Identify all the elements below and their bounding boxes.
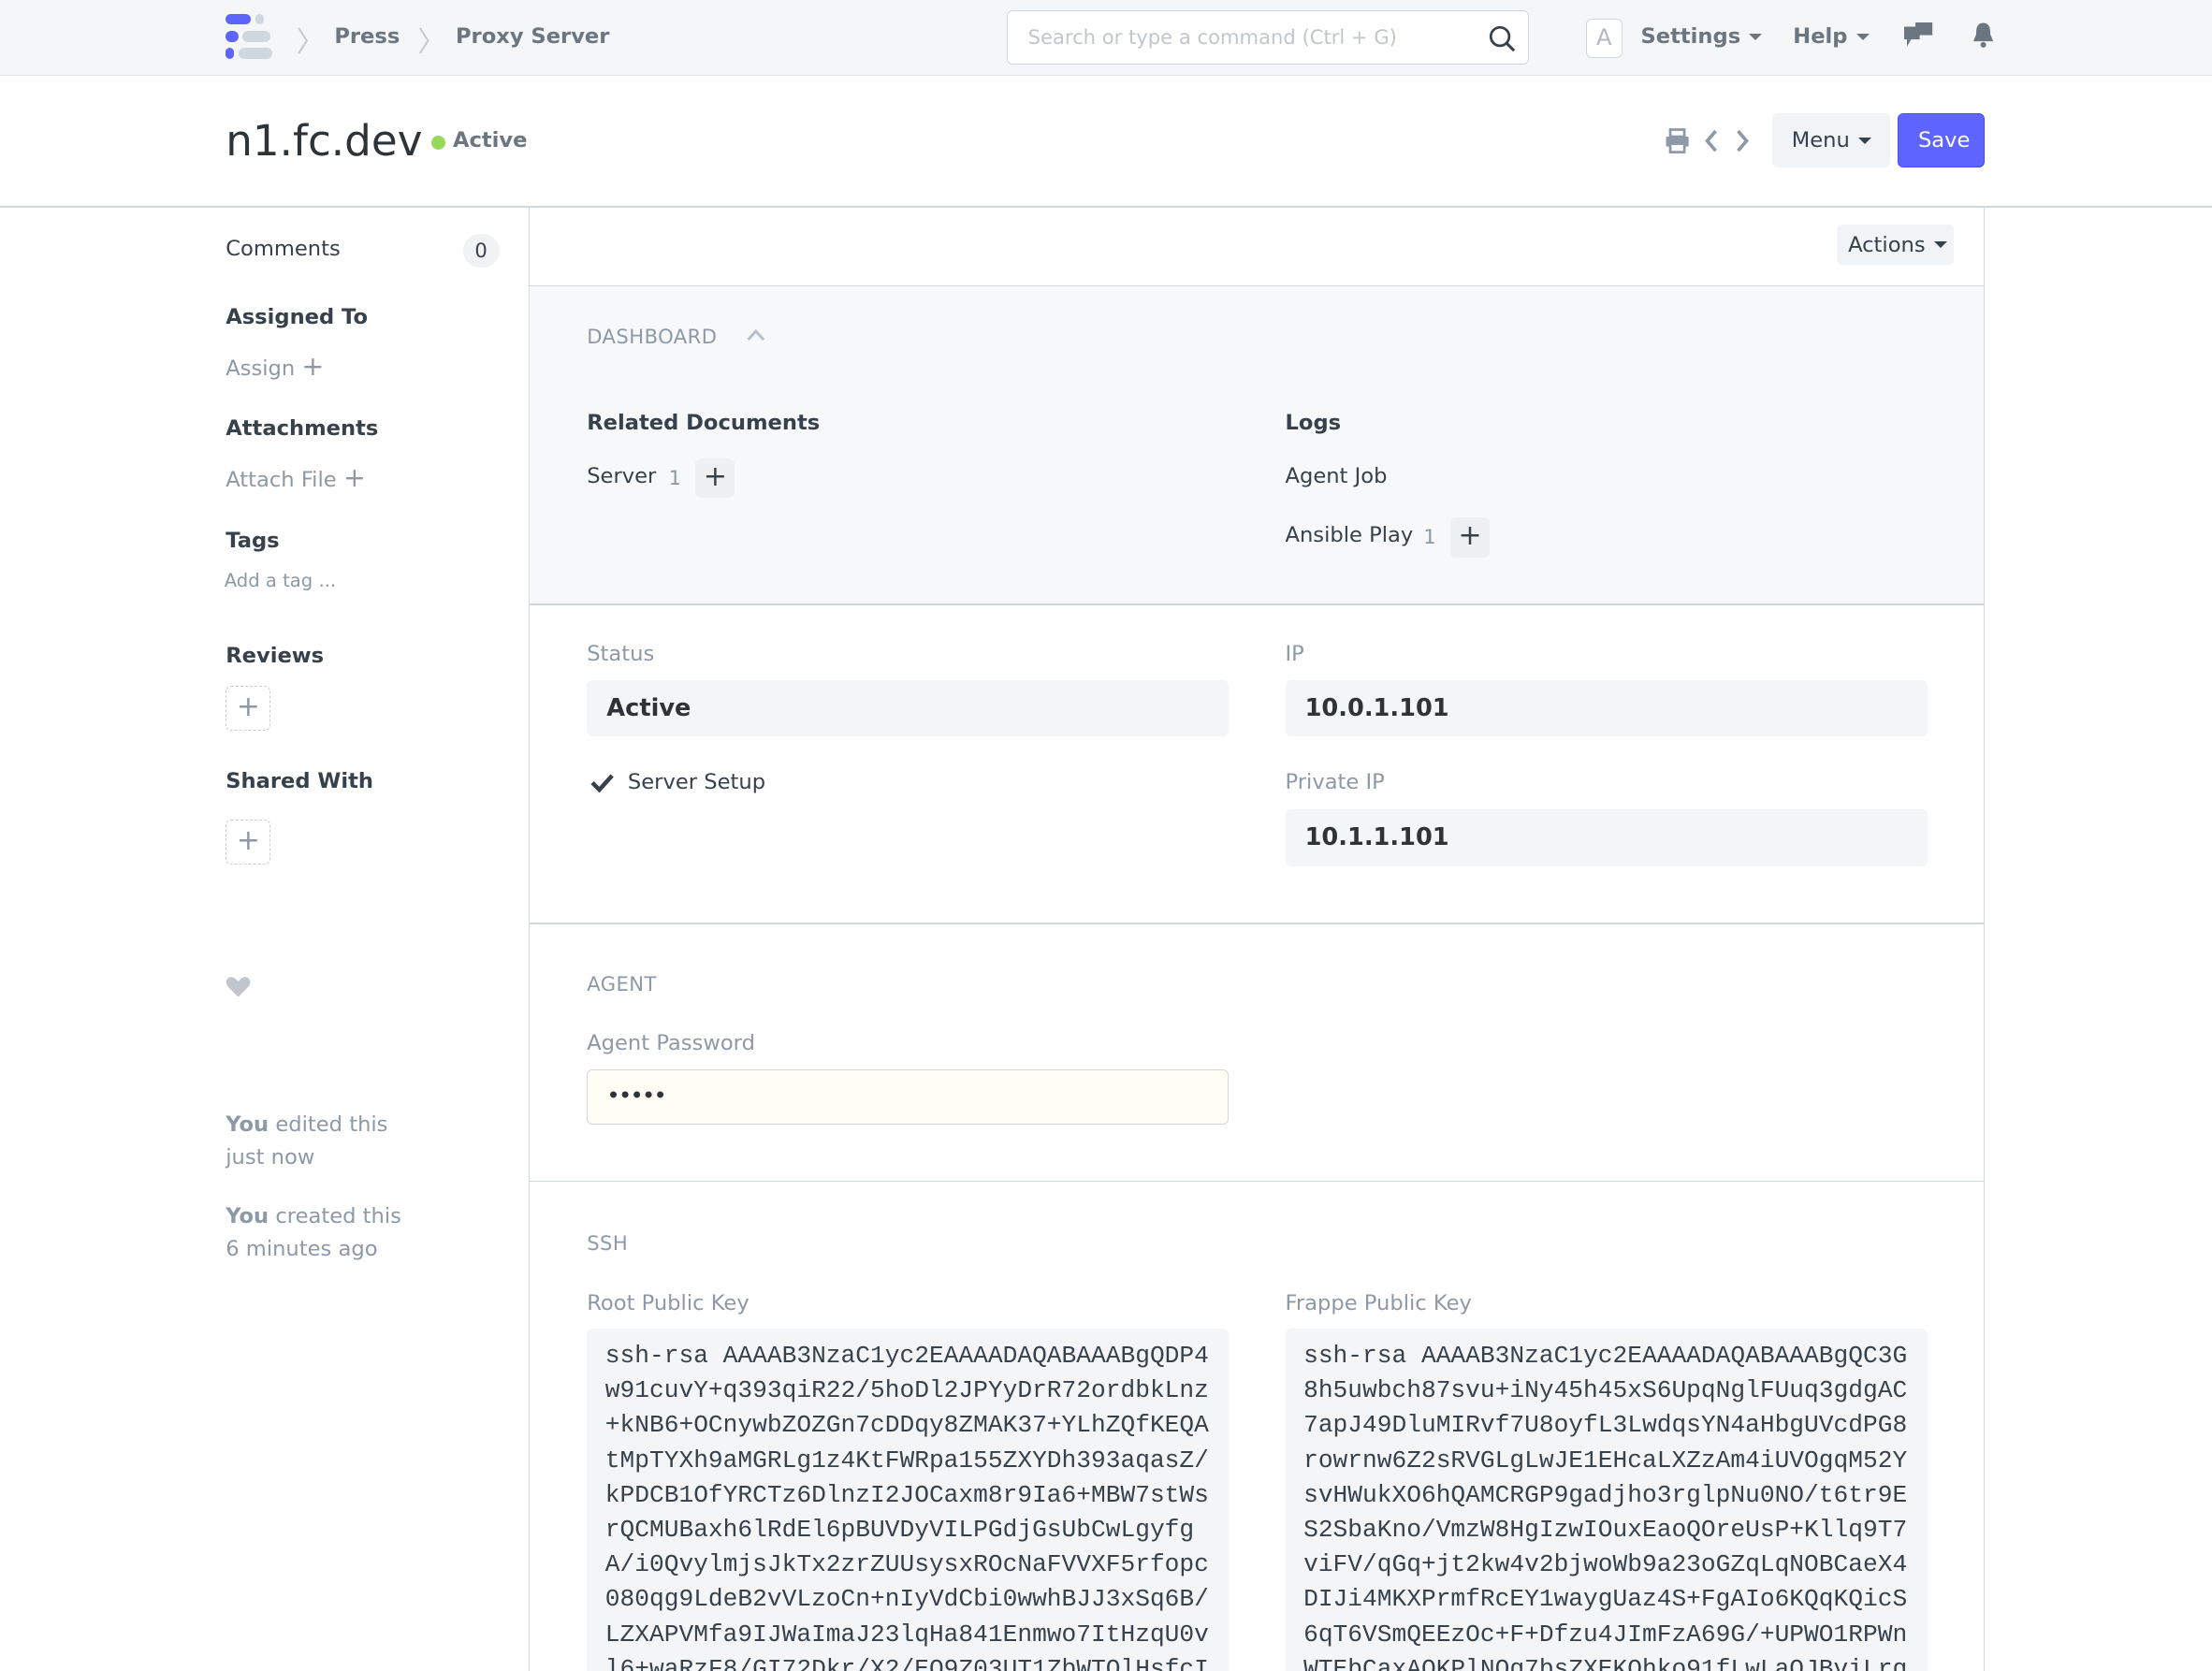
status-field: Active bbox=[587, 679, 1230, 736]
menu-label: Menu bbox=[1791, 128, 1850, 153]
ssh-section-title[interactable]: SSH bbox=[587, 1231, 629, 1256]
frappe-public-key-field[interactable]: ssh-rsa AAAAB3NzaC1yc2EAAAADAQABAAABgQC3… bbox=[1285, 1329, 1928, 1671]
avatar[interactable]: A bbox=[1585, 18, 1623, 58]
caret-down-icon bbox=[1933, 241, 1947, 248]
navbar: 〉 Press 〉 Proxy Server Search or type a … bbox=[0, 0, 2212, 77]
dashboard-section bbox=[530, 286, 1984, 604]
settings-dropdown[interactable]: Settings bbox=[1640, 23, 1763, 49]
comments-count: 0 bbox=[462, 234, 500, 269]
chevron-up-icon[interactable] bbox=[746, 328, 765, 341]
add-review-button[interactable]: + bbox=[226, 685, 271, 731]
assign-link[interactable]: Assign + bbox=[226, 350, 324, 382]
private-ip-field[interactable]: 10.1.1.101 bbox=[1285, 809, 1928, 866]
help-label: Help bbox=[1793, 23, 1848, 49]
agent-section-title[interactable]: AGENT bbox=[587, 971, 657, 995]
page-title: n1.fc.dev bbox=[226, 115, 423, 166]
plus-icon: + bbox=[301, 349, 325, 382]
caret-down-icon bbox=[1857, 137, 1871, 144]
plus-icon: + bbox=[342, 461, 366, 494]
add-share-button[interactable]: + bbox=[226, 819, 271, 865]
assigned-to-heading: Assigned To bbox=[226, 304, 369, 329]
settings-label: Settings bbox=[1640, 23, 1741, 49]
actions-label: Actions bbox=[1848, 232, 1926, 257]
chat-icon[interactable] bbox=[1904, 22, 1933, 51]
save-button[interactable]: Save bbox=[1897, 112, 1986, 168]
breadcrumb-press[interactable]: Press bbox=[334, 23, 400, 49]
agent-password-label: Agent Password bbox=[587, 1031, 755, 1056]
activity-time: just now bbox=[226, 1144, 315, 1170]
form-card bbox=[529, 207, 1986, 1671]
logs-heading: Logs bbox=[1285, 410, 1342, 435]
log-agent-job[interactable]: Agent Job bbox=[1285, 464, 1388, 489]
actions-button[interactable]: Actions bbox=[1837, 224, 1955, 266]
reviews-heading: Reviews bbox=[226, 643, 325, 668]
status-indicator-dot bbox=[431, 135, 446, 150]
chevron-right-icon: 〉 bbox=[417, 25, 446, 59]
caret-down-icon bbox=[1855, 33, 1870, 40]
agent-password-input[interactable]: ••••• bbox=[587, 1068, 1230, 1125]
chevron-right-icon: 〉 bbox=[296, 25, 325, 59]
bell-icon[interactable] bbox=[1971, 22, 1996, 50]
search-placeholder: Search or type a command (Ctrl + G) bbox=[1027, 24, 1397, 49]
root-public-key-label: Root Public Key bbox=[587, 1290, 749, 1315]
log-count: 1 bbox=[1423, 524, 1436, 548]
search-input[interactable]: Search or type a command (Ctrl + G) bbox=[1007, 9, 1530, 65]
dashboard-section-title[interactable]: DASHBOARD bbox=[587, 324, 718, 348]
related-doc-server[interactable]: Server bbox=[587, 464, 657, 489]
app-logo[interactable] bbox=[226, 14, 273, 62]
ip-label: IP bbox=[1285, 642, 1304, 666]
activity-item: You created this 6 minutes ago bbox=[226, 1200, 423, 1265]
attach-file-label: Attach File bbox=[226, 468, 337, 493]
help-dropdown[interactable]: Help bbox=[1793, 23, 1870, 49]
activity-action: created this bbox=[269, 1204, 401, 1229]
activity-action: edited this bbox=[269, 1112, 388, 1138]
activity-user: You bbox=[226, 1112, 269, 1138]
related-doc-count: 1 bbox=[668, 465, 682, 489]
activity-item: You edited this just now bbox=[226, 1109, 423, 1173]
caret-down-icon bbox=[1749, 33, 1763, 40]
menu-button[interactable]: Menu bbox=[1771, 112, 1891, 168]
status-badge: Active bbox=[452, 128, 528, 153]
tags-heading: Tags bbox=[226, 529, 280, 554]
add-ansible-play-button[interactable]: + bbox=[1449, 517, 1491, 558]
related-documents-heading: Related Documents bbox=[587, 410, 821, 435]
activity-time: 6 minutes ago bbox=[226, 1236, 378, 1261]
shared-with-heading: Shared With bbox=[226, 768, 373, 793]
heart-icon[interactable] bbox=[226, 976, 251, 998]
status-label: Status bbox=[587, 642, 655, 666]
log-ansible-play[interactable]: Ansible Play bbox=[1285, 523, 1414, 548]
add-tag-input[interactable]: Add a tag ... bbox=[224, 570, 337, 592]
print-icon[interactable] bbox=[1665, 128, 1690, 154]
attachments-heading: Attachments bbox=[226, 415, 379, 441]
root-public-key-field[interactable]: ssh-rsa AAAAB3NzaC1yc2EAAAADAQABAAABgQDP… bbox=[587, 1329, 1230, 1671]
server-setup-checkbox[interactable]: Server Setup bbox=[627, 770, 766, 795]
search-icon[interactable] bbox=[1489, 25, 1517, 53]
ip-field[interactable]: 10.0.1.101 bbox=[1285, 679, 1928, 736]
attach-file-link[interactable]: Attach File + bbox=[226, 461, 366, 493]
add-server-button[interactable]: + bbox=[695, 458, 735, 499]
activity-user: You bbox=[226, 1204, 269, 1229]
previous-icon[interactable] bbox=[1703, 128, 1720, 153]
breadcrumb-proxy-server[interactable]: Proxy Server bbox=[455, 23, 610, 49]
next-icon[interactable] bbox=[1734, 128, 1751, 153]
check-icon bbox=[590, 774, 615, 793]
private-ip-label: Private IP bbox=[1285, 770, 1385, 795]
frappe-public-key-label: Frappe Public Key bbox=[1285, 1290, 1472, 1315]
assign-label: Assign bbox=[226, 356, 296, 381]
comments-link[interactable]: Comments bbox=[226, 237, 341, 262]
